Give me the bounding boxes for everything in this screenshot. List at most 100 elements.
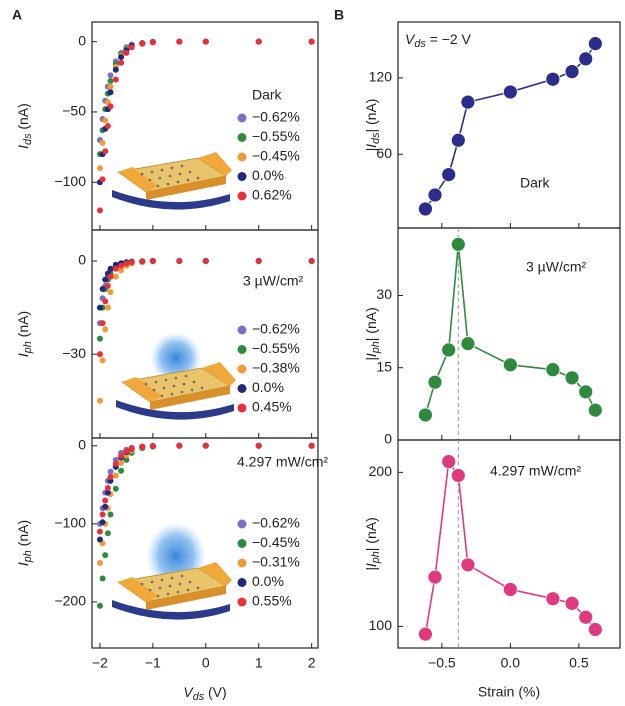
data-point	[102, 504, 108, 510]
legend-label: −0.62%	[252, 321, 300, 337]
data-point	[108, 84, 114, 90]
legend-marker	[238, 384, 247, 393]
data-point	[100, 140, 106, 146]
data-point	[565, 596, 579, 610]
series-label: Dark	[520, 175, 551, 191]
legend-label: −0.45%	[252, 534, 300, 550]
legend-label: 0.0%	[252, 167, 284, 183]
y-axis-label: |Iph| (nA)	[363, 307, 382, 361]
legend-marker	[238, 326, 247, 335]
data-point	[588, 37, 602, 51]
data-point	[113, 486, 119, 492]
data-point	[203, 258, 209, 264]
data-point	[503, 85, 517, 99]
legend-title: 4.297 mW/cm²	[237, 454, 328, 470]
data-point	[108, 474, 114, 480]
data-point	[97, 560, 103, 566]
data-point	[588, 403, 602, 417]
data-point	[461, 558, 475, 572]
y-tick-label: 30	[376, 286, 392, 302]
data-point	[451, 237, 465, 251]
data-point	[113, 266, 119, 272]
y-axis-label-sub: ds	[22, 133, 34, 145]
data-point	[108, 469, 114, 475]
series-label: 4.297 mW/cm²	[490, 463, 581, 479]
legend-marker	[238, 559, 247, 568]
data-point	[97, 336, 103, 342]
data-point	[176, 443, 182, 449]
y-tick-label: 60	[376, 145, 392, 161]
legend-label: 0.55%	[252, 593, 292, 609]
x-tick-label: 2	[308, 655, 316, 671]
legend-label: −0.62%	[252, 515, 300, 531]
y-tick-label: 120	[369, 69, 393, 85]
y-tick-label: 0	[78, 437, 86, 453]
legend-label: −0.55%	[252, 128, 300, 144]
data-point	[102, 148, 108, 154]
y-axis-label: |Ids| (nA)	[363, 99, 382, 152]
data-point	[451, 133, 465, 147]
data-point	[546, 592, 560, 606]
legend-marker	[238, 365, 247, 374]
legend-marker	[238, 192, 247, 201]
panel-label: B	[334, 7, 344, 23]
data-point	[97, 207, 103, 213]
x-axis-label-rest: (V)	[204, 684, 227, 700]
data-point	[113, 274, 119, 280]
data-point	[139, 258, 145, 264]
y-axis-label-rest: (nA)	[15, 103, 31, 133]
legend-marker	[238, 345, 247, 354]
data-point	[102, 277, 108, 283]
legend-label: 0.62%	[252, 187, 292, 203]
data-point	[461, 337, 475, 351]
data-point	[442, 168, 456, 182]
y-axis-label-sub: ph	[370, 551, 382, 564]
data-point	[579, 52, 593, 66]
legend-label: −0.62%	[252, 109, 300, 125]
data-point	[118, 60, 124, 66]
x-tick-label: 0	[202, 655, 210, 671]
y-tick-label: −50	[62, 103, 86, 119]
legend-marker	[238, 598, 247, 607]
y-tick-label: 100	[369, 617, 393, 633]
y-tick-label: −30	[62, 345, 86, 361]
legend-marker	[238, 133, 247, 142]
y-tick-label: −100	[54, 515, 86, 531]
y-axis-label-sub: ph	[22, 341, 34, 354]
data-point	[150, 39, 156, 45]
data-point	[100, 320, 106, 326]
x-tick-label: 0.0	[501, 655, 521, 671]
data-point	[256, 443, 262, 449]
x-tick-label: 1	[255, 655, 263, 671]
y-axis-label: |Iph| (nA)	[363, 517, 382, 571]
data-point	[100, 512, 106, 518]
data-point	[108, 72, 114, 78]
data-point	[503, 582, 517, 596]
y-axis-label-main: |I	[363, 144, 379, 152]
data-point	[108, 266, 114, 272]
y-tick-label: 0	[78, 252, 86, 268]
y-axis-label: Iph (nA)	[15, 520, 34, 566]
data-point	[108, 289, 114, 295]
y-tick-label: −200	[54, 593, 86, 609]
data-point	[105, 485, 111, 491]
y-tick-label: 0	[78, 32, 86, 48]
legend-marker	[238, 539, 247, 548]
data-point	[102, 552, 108, 558]
legend-label: 0.45%	[252, 399, 292, 415]
data-point	[97, 165, 103, 171]
legend-marker	[238, 114, 247, 123]
data-point	[203, 443, 209, 449]
data-point	[113, 472, 119, 478]
data-point	[102, 298, 108, 304]
y-axis-label-rest: | (nA)	[363, 517, 379, 551]
data-point	[100, 357, 106, 363]
data-point	[123, 448, 129, 454]
data-point	[442, 455, 456, 469]
data-point	[97, 305, 103, 311]
legend-marker	[238, 172, 247, 181]
x-tick-label: −0.5	[428, 655, 456, 671]
x-axis-label: Strain (%)	[478, 684, 540, 700]
data-point	[97, 536, 103, 542]
data-point	[97, 351, 103, 357]
